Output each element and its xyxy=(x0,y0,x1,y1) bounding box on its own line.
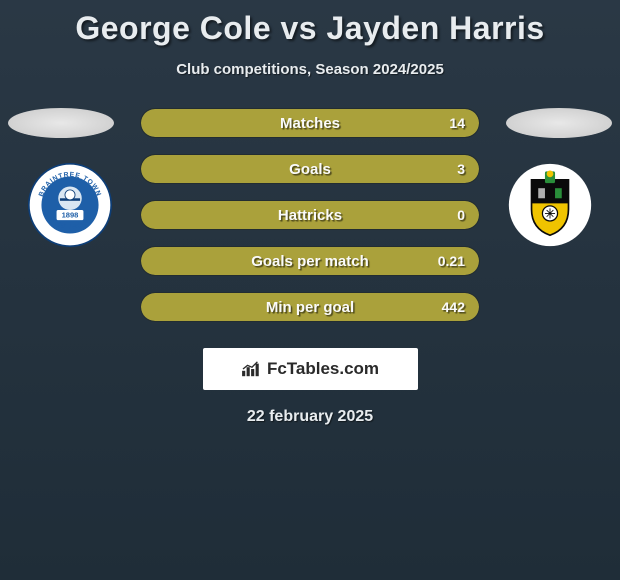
brand-text: FcTables.com xyxy=(241,359,379,379)
stat-row-goals-per-match: Goals per match 0.21 xyxy=(140,246,480,276)
stat-label: Goals xyxy=(141,155,479,183)
stat-label: Matches xyxy=(141,109,479,137)
club-badge-left: BRAINTREE TOWN THE IRON 1898 xyxy=(28,163,112,247)
svg-text:1898: 1898 xyxy=(62,211,79,220)
sutton-badge-icon xyxy=(508,163,592,247)
stat-row-matches: Matches 14 xyxy=(140,108,480,138)
date-line: 22 february 2025 xyxy=(0,408,620,426)
page-title: George Cole vs Jayden Harris xyxy=(0,0,620,47)
stat-rows: Matches 14 Goals 3 Hattricks 0 Goals per… xyxy=(140,108,480,338)
player-left-slot xyxy=(8,108,114,138)
stat-value: 14 xyxy=(449,109,465,137)
stat-label: Min per goal xyxy=(141,293,479,321)
player-right-slot xyxy=(506,108,612,138)
subtitle: Club competitions, Season 2024/2025 xyxy=(0,61,620,78)
braintree-badge-icon: BRAINTREE TOWN THE IRON 1898 xyxy=(28,163,112,247)
brand-label: FcTables.com xyxy=(267,359,379,379)
brand-box[interactable]: FcTables.com xyxy=(203,348,418,390)
stat-row-min-per-goal: Min per goal 442 xyxy=(140,292,480,322)
stat-value: 0 xyxy=(457,201,465,229)
club-badge-right xyxy=(508,163,592,247)
stat-value: 3 xyxy=(457,155,465,183)
bar-chart-icon xyxy=(241,360,263,378)
stat-label: Hattricks xyxy=(141,201,479,229)
stat-value: 442 xyxy=(442,293,465,321)
stat-row-hattricks: Hattricks 0 xyxy=(140,200,480,230)
stats-area: BRAINTREE TOWN THE IRON 1898 xyxy=(0,108,620,328)
stat-row-goals: Goals 3 xyxy=(140,154,480,184)
stat-label: Goals per match xyxy=(141,247,479,275)
stat-value: 0.21 xyxy=(438,247,465,275)
